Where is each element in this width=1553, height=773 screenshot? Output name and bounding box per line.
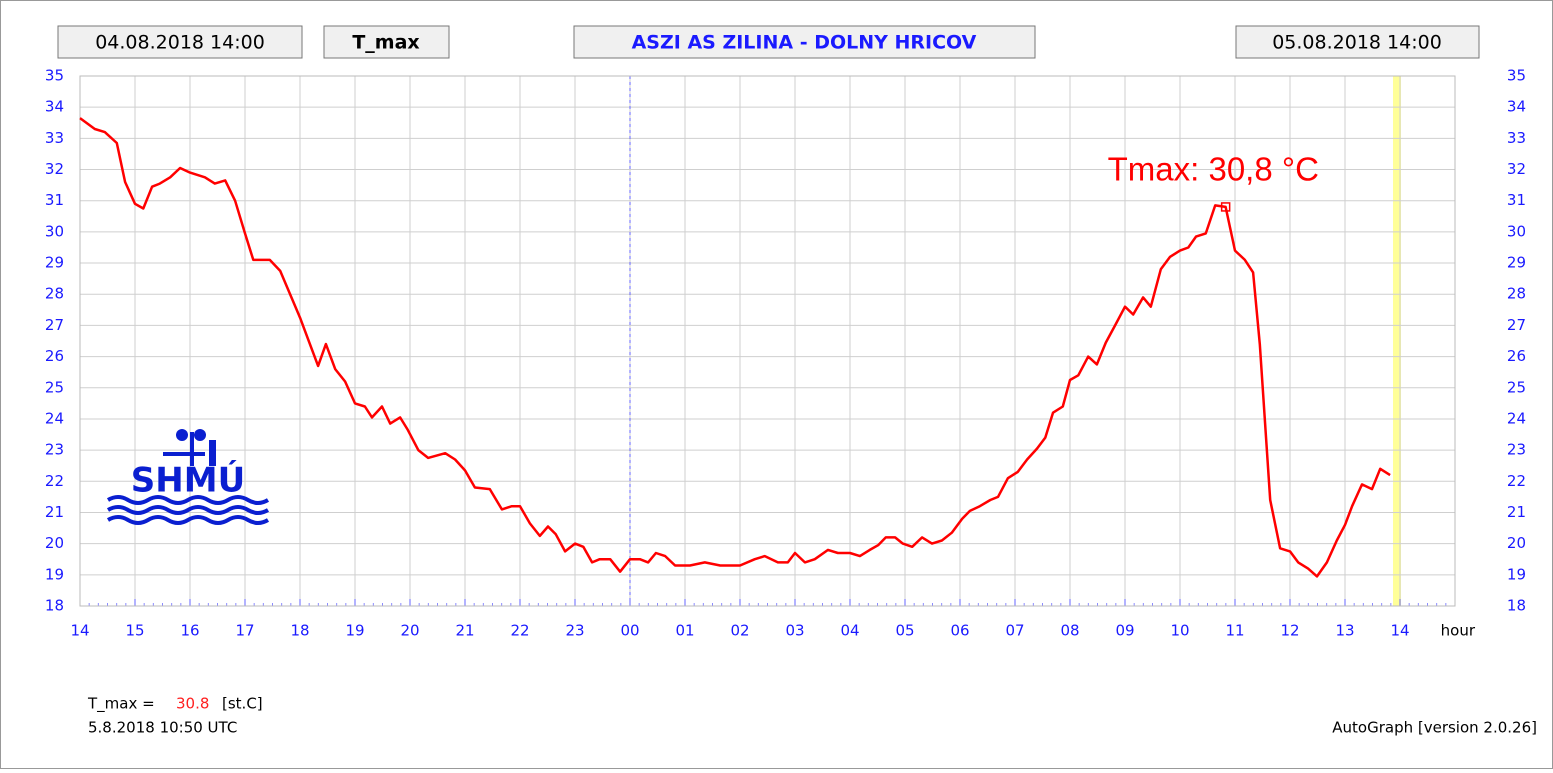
y-tick-label: 31: [45, 191, 64, 209]
x-tick-label: 18: [290, 622, 309, 640]
x-tick-label: 20: [400, 622, 419, 640]
footer-label: T_max =: [87, 695, 155, 714]
y-tick-label: 20: [45, 534, 64, 552]
x-tick-label: 13: [1335, 622, 1354, 640]
x-tick-label: 09: [1115, 622, 1134, 640]
annotation: Tmax: 30,8 °C: [1108, 151, 1319, 188]
y-tick-label: 28: [45, 285, 64, 303]
y-tick-label: 29: [45, 254, 64, 272]
y-tick-label: 25: [45, 378, 64, 396]
y2-tick-label: 24: [1507, 409, 1526, 427]
max-marker: [1220, 202, 1231, 212]
y-tick-label: 21: [45, 503, 64, 521]
x-tick-label: 15: [125, 622, 144, 640]
y2-tick-label: 25: [1507, 378, 1526, 396]
y2-tick-label: 23: [1507, 441, 1526, 459]
y-tick-label: 19: [45, 565, 64, 583]
y-tick-label: 27: [45, 316, 64, 334]
footer-time: 5.8.2018 10:50 UTC: [88, 719, 237, 737]
x-tick-label: 07: [1005, 622, 1024, 640]
x-tick-label: 04: [840, 622, 859, 640]
y2-tick-label: 22: [1507, 472, 1526, 490]
logo: SHMÚ: [106, 429, 270, 525]
y-tick-label: 22: [45, 472, 64, 490]
y2-tick-label: 29: [1507, 254, 1526, 272]
y2-tick-label: 30: [1507, 222, 1526, 240]
y-tick-label: 18: [45, 597, 64, 615]
x-tick-label: 14: [70, 622, 89, 640]
y2-tick-label: 28: [1507, 285, 1526, 303]
y-tick-label: 24: [45, 409, 64, 427]
x-axis-label: hour: [1441, 622, 1476, 640]
data-line: [79, 117, 1391, 578]
footer-unit: [st.C]: [222, 695, 263, 713]
x-tick-label: 08: [1060, 622, 1079, 640]
y2-tick-label: 19: [1507, 565, 1526, 583]
y2-tick-label: 26: [1507, 347, 1526, 365]
y2-tick-label: 35: [1507, 67, 1526, 85]
y2-tick-label: 33: [1507, 129, 1526, 147]
variable: T_max: [352, 32, 419, 54]
x-tick-label: 00: [620, 622, 639, 640]
y-tick-label: 35: [45, 67, 64, 85]
station: ASZI AS ZILINA - DOLNY HRICOV: [632, 32, 977, 54]
logo-text: SHMÚ: [131, 460, 245, 501]
x-tick-label: 19: [345, 622, 364, 640]
y2-tick-label: 32: [1507, 160, 1526, 178]
x-tick-label: 11: [1225, 622, 1244, 640]
y2-tick-label: 27: [1507, 316, 1526, 334]
x-tick-label: 16: [180, 622, 199, 640]
x-tick-label: 12: [1280, 622, 1299, 640]
variable-box: [323, 25, 450, 59]
y-tick-label: 33: [45, 129, 64, 147]
x-tick-label: 14: [1390, 622, 1409, 640]
x-tick-label: 01: [675, 622, 694, 640]
now-band: [1393, 76, 1401, 606]
y-tick-label: 26: [45, 347, 64, 365]
x-tick-label: 10: [1170, 622, 1189, 640]
station-box: [573, 25, 1036, 59]
end-time: 05.08.2018 14:00: [1272, 32, 1442, 54]
x-tick-label: 17: [235, 622, 254, 640]
footer-value: 30.8: [176, 695, 209, 713]
y2-tick-label: 21: [1507, 503, 1526, 521]
y2-tick-label: 18: [1507, 597, 1526, 615]
grid: [79, 75, 1456, 607]
plot-frame: [79, 75, 1456, 607]
software: AutoGraph [version 2.0.26]: [1332, 719, 1537, 737]
x-tick-label: 06: [950, 622, 969, 640]
x-tick-label: 05: [895, 622, 914, 640]
y-tick-label: 30: [45, 222, 64, 240]
x-tick-label: 02: [730, 622, 749, 640]
start-time: 04.08.2018 14:00: [95, 32, 265, 54]
y-tick-label: 32: [45, 160, 64, 178]
end-box: [1235, 25, 1480, 59]
x-tick-label: 22: [510, 622, 529, 640]
y2-tick-label: 20: [1507, 534, 1526, 552]
y-tick-label: 34: [45, 98, 64, 116]
x-tick-label: 23: [565, 622, 584, 640]
start-box: [57, 25, 303, 59]
x-tick-label: 03: [785, 622, 804, 640]
y-tick-label: 23: [45, 441, 64, 459]
y2-tick-label: 31: [1507, 191, 1526, 209]
x-tick-label: 21: [455, 622, 474, 640]
y2-tick-label: 34: [1507, 98, 1526, 116]
